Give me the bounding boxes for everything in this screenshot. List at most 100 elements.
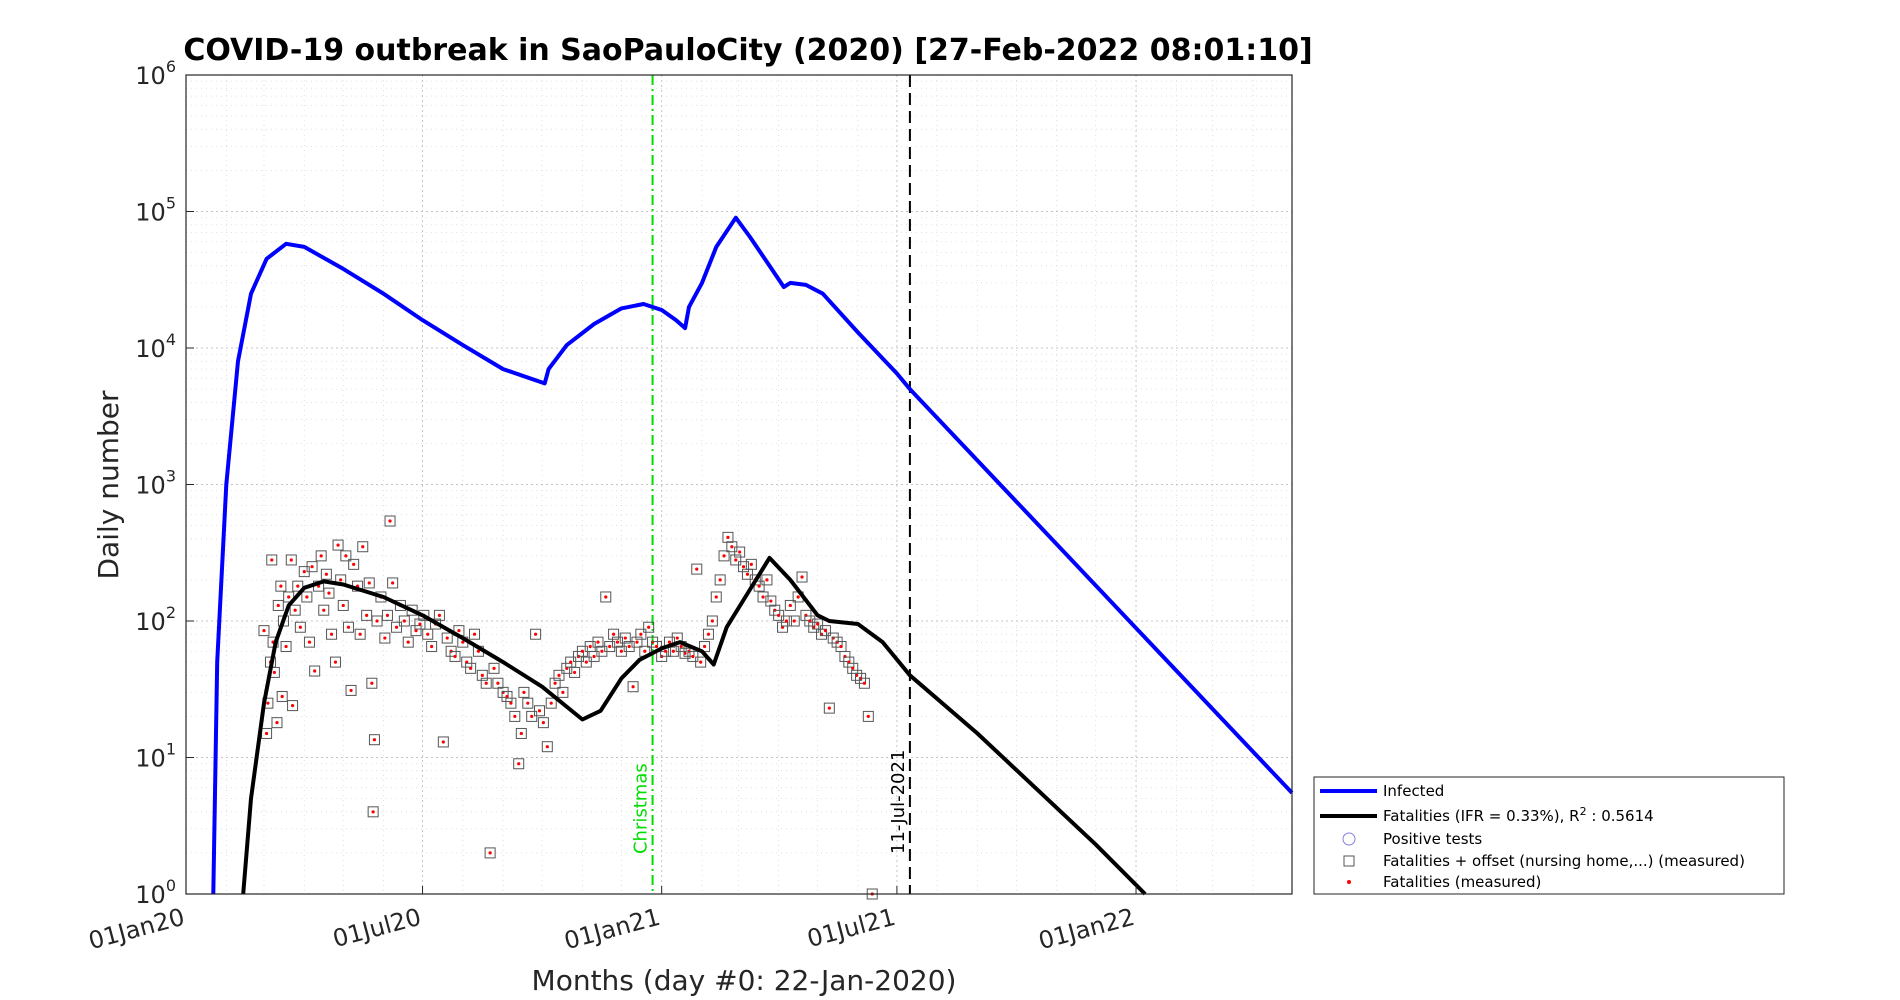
measured-fatality-dot <box>710 619 714 623</box>
measured-fatality-dot <box>777 613 781 617</box>
measured-square-point <box>687 650 699 662</box>
measured-fatality-dot <box>339 578 343 582</box>
measured-square-point <box>357 541 369 553</box>
measured-square-point <box>258 625 270 637</box>
measured-fatality-dot <box>667 640 672 644</box>
measured-fatality-dot <box>816 622 820 626</box>
measured-square-point <box>320 568 332 580</box>
measured-fatality-dot <box>296 584 300 588</box>
measured-square-point <box>580 656 592 668</box>
measured-square-point <box>541 741 553 753</box>
measured-square-point <box>722 531 734 543</box>
measured-fatality-dot <box>745 572 750 576</box>
measured-square-point <box>847 662 859 674</box>
measured-fatality-dot <box>695 567 699 571</box>
measured-square-point <box>827 632 839 644</box>
measured-fatality-dot <box>461 640 465 644</box>
measured-fatality-dot <box>313 669 317 673</box>
measured-fatality-dot <box>627 644 631 649</box>
measured-square-point <box>271 717 283 729</box>
measured-square-point <box>808 621 820 633</box>
x-tick-label-3: 01Jul21 <box>804 903 898 953</box>
measured-fatality-dot <box>580 649 584 653</box>
measured-square-point <box>303 636 315 648</box>
measured-square-point <box>619 632 631 644</box>
measured-square-point <box>784 599 796 611</box>
measured-square-point <box>384 515 396 527</box>
measured-square-point <box>501 690 513 702</box>
measured-fatality-dot <box>639 632 643 636</box>
measured-fatality-dot <box>796 595 800 599</box>
measured-square-point <box>518 686 530 698</box>
measured-fatality-dot <box>488 851 492 855</box>
measured-fatality-dot <box>264 731 269 736</box>
measured-fatality-dot <box>517 762 521 766</box>
measured-square-point <box>323 587 335 599</box>
measured-fatality-dot <box>654 644 659 649</box>
measured-square-point <box>819 625 831 637</box>
measured-square-point <box>796 571 808 583</box>
measured-fatality-dot <box>480 673 484 677</box>
x-axis-ticks: 01Jan20 01Jul20 01Jan21 01Jul21 01Jan22 <box>86 886 1138 955</box>
measured-square-point <box>484 847 496 859</box>
measured-square-point <box>354 628 366 640</box>
measured-fatality-dot <box>367 581 371 585</box>
measured-square-point <box>275 580 287 592</box>
measured-square-point <box>315 550 327 562</box>
measured-square-point <box>363 577 375 589</box>
measured-fatality-dot <box>741 565 746 569</box>
measured-fatality-dot <box>596 640 600 644</box>
measured-fatality-dot <box>385 613 390 617</box>
measured-square-point <box>643 621 655 633</box>
y-axis-label: Daily number <box>92 390 125 580</box>
y-tick-label-6: 106 <box>135 57 176 90</box>
measured-fatality-dot <box>761 595 765 599</box>
measured-square-point <box>718 550 730 562</box>
measured-fatality-dot <box>371 810 375 814</box>
measured-fatality-dot <box>346 625 351 629</box>
measured-square-point <box>340 550 352 562</box>
measured-square-point <box>367 806 379 818</box>
measured-square-point <box>371 615 383 627</box>
measured-fatality-dot <box>749 562 753 566</box>
measured-fatality-dot <box>757 584 761 588</box>
measured-fatality-dot <box>305 595 309 599</box>
measured-fatality-dot <box>262 629 266 633</box>
measured-square-point <box>765 595 777 607</box>
legend-label-fatalities-offset: Fatalities + offset (nursing home,...) (… <box>1383 852 1745 870</box>
measured-square-point <box>381 609 393 621</box>
measured-square-point <box>422 628 434 640</box>
measured-fatality-dot <box>839 644 843 649</box>
measured-fatality-dot <box>324 572 328 576</box>
x-axis-label: Months (day #0: 22-Jan-2020) <box>532 964 957 997</box>
measured-fatality-dot <box>549 701 553 705</box>
series-line-0 <box>211 215 1294 895</box>
measured-fatality-dot <box>862 681 867 685</box>
measured-fatality-dot <box>572 670 577 675</box>
measured-fatality-dot <box>663 649 668 653</box>
measured-fatality-dot <box>631 685 635 689</box>
measured-fatality-dot <box>647 625 651 629</box>
measured-square-point <box>714 574 726 586</box>
measured-fatality-dot <box>445 636 449 640</box>
legend-item-positive-tests: Positive tests <box>1342 830 1482 848</box>
measured-square-point <box>361 609 373 621</box>
measured-fatality-dot <box>344 554 348 558</box>
measured-square-point <box>702 628 714 640</box>
measured-fatality-dot <box>388 519 392 523</box>
measured-square-point <box>326 628 338 640</box>
measured-fatality-dot <box>619 649 623 653</box>
measured-square-point <box>738 561 750 573</box>
measured-fatality-dot <box>691 654 695 659</box>
measured-fatality-dot <box>272 670 276 675</box>
measured-fatality-dot <box>522 690 526 694</box>
legend: Infected Fatalities (IFR = 0.33%), R2 : … <box>1313 776 1785 895</box>
measured-fatality-dot <box>391 581 395 585</box>
measured-fatality-dot <box>472 632 477 636</box>
measured-fatality-dot <box>496 681 500 685</box>
measured-square-point <box>266 554 278 566</box>
measured-fatality-dot <box>730 545 734 549</box>
measured-fatality-dot <box>557 673 561 677</box>
measured-fatality-dot <box>437 613 442 617</box>
measured-fatality-dot <box>361 545 365 549</box>
